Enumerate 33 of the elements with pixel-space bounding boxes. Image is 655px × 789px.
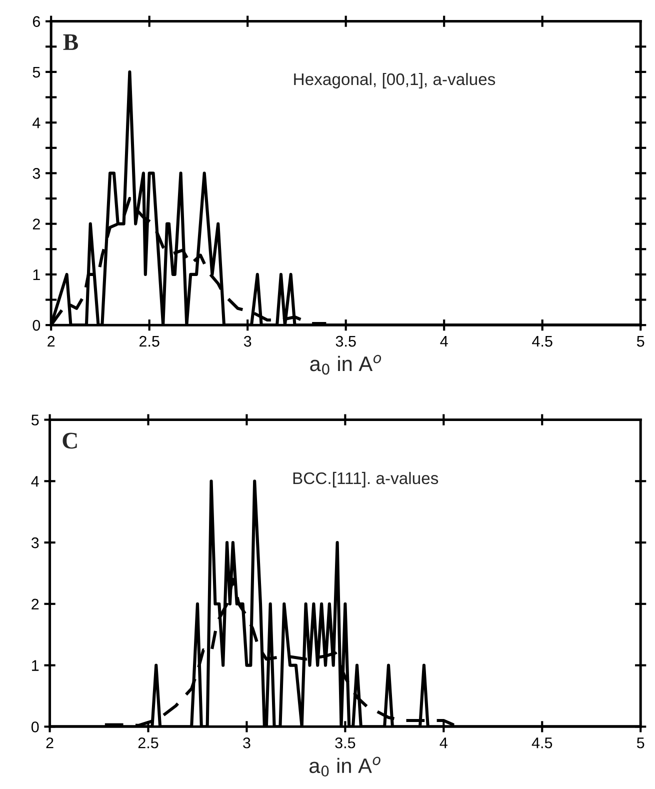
x-tick-label: 3.5 (336, 336, 356, 347)
x-tick-label: 4.5 (532, 336, 552, 347)
annotation: BCC.[111]. a-values (293, 472, 438, 488)
y-tick-label: 4 (31, 476, 39, 487)
x-tick-label: 4 (440, 336, 448, 347)
y-tick-label: 4 (32, 118, 40, 128)
y-tick-label: 6 (32, 16, 40, 27)
x-tick-label: 2.5 (139, 336, 160, 347)
annotation: B (63, 34, 78, 50)
annotation: Hexagonal, [00,1], a-values (294, 72, 496, 88)
x-tick-label: 3 (243, 737, 250, 748)
x-tick-label: 4 (440, 738, 448, 748)
y-tick-label: 3 (31, 537, 39, 548)
x-tick-label: 5 (636, 336, 644, 347)
y-tick-label: 3 (32, 168, 40, 179)
x-tick-label: 5 (636, 738, 644, 748)
x-tick-label: 4.5 (532, 738, 552, 748)
x-tick-label: 3 (244, 336, 252, 347)
x-tick-label: 2 (46, 737, 54, 748)
y-tick-label: 0 (31, 722, 39, 732)
y-tick-label: 1 (32, 660, 39, 671)
x-axis-title: a$_{0}$ in A$^{o}$ (310, 354, 382, 375)
y-tick-label: 2 (32, 218, 40, 230)
x-axis-title: a$_{0}$ in A$^{o}$ (310, 756, 380, 777)
y-tick-label: 5 (31, 414, 39, 426)
y-tick-label: 5 (32, 66, 40, 78)
annotation: C (62, 432, 77, 449)
y-tick-label: 0 (32, 320, 40, 331)
x-tick-label: 2.5 (138, 737, 158, 748)
x-tick-label: 2 (48, 336, 55, 347)
y-tick-label: 2 (32, 598, 39, 610)
x-tick-label: 3.5 (335, 737, 356, 748)
y-tick-label: 1 (33, 269, 40, 280)
